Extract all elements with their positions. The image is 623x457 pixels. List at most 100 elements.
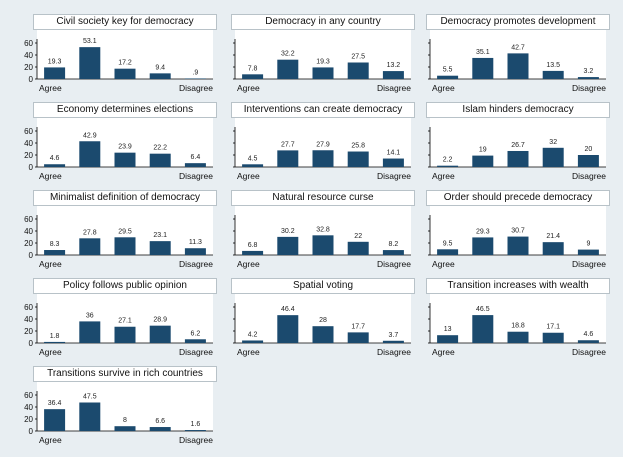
bar [507, 150, 529, 167]
bar-value-label: 2.2 [443, 157, 453, 164]
bar-value-label: 5.5 [443, 67, 453, 74]
bar [472, 155, 494, 167]
bar-value-label: 27.5 [351, 54, 365, 61]
chart-panel: Economy determines elections 0 20 40 60 4.6 42… [24, 102, 217, 190]
bar [577, 340, 599, 343]
bar-value-label: 53.1 [83, 38, 97, 45]
bar [472, 57, 494, 79]
bar-value-label: 6.4 [191, 154, 201, 161]
bar [242, 250, 264, 255]
bar-value-label: 19.3 [48, 58, 62, 65]
chart-panel: Transition increases with wealth 13 46.5 18… [426, 278, 610, 366]
panel-title: Spatial voting [231, 278, 415, 294]
bar [277, 315, 299, 343]
x-category-label: Agree [432, 347, 455, 357]
bar [149, 325, 171, 343]
x-category-label: Disagree [179, 83, 213, 93]
x-category-label: Disagree [572, 171, 606, 181]
y-tick-label: 20 [24, 415, 33, 424]
bar [114, 237, 136, 255]
bar [79, 141, 101, 167]
bar [312, 326, 334, 343]
y-tick-label: 20 [24, 151, 33, 160]
y-tick-label: 40 [24, 227, 33, 236]
bar-value-label: 8.3 [50, 241, 60, 248]
bar-value-label: 22.2 [153, 145, 167, 152]
bar-value-label: 23.9 [118, 144, 132, 151]
bar-value-label: 19 [479, 147, 487, 154]
bar-value-label: 7.8 [248, 65, 258, 72]
bar-value-label: 6.8 [248, 242, 258, 249]
panel-title: Natural resource curse [231, 190, 415, 206]
bar-value-label: 21.4 [546, 233, 560, 240]
bar [242, 74, 264, 79]
bar [149, 73, 171, 79]
x-category-label: Disagree [572, 259, 606, 269]
bar-value-label: 23.1 [153, 232, 167, 239]
bar [542, 70, 564, 79]
x-category-label: Agree [432, 259, 455, 269]
chart-panel: Interventions can create democracy 4.5 27.… [231, 102, 415, 190]
y-tick-label: 60 [24, 127, 33, 136]
y-tick-label: 40 [24, 139, 33, 148]
bar-value-label: 27.7 [281, 141, 295, 148]
bar [542, 242, 564, 255]
bar [382, 158, 404, 167]
bar [542, 147, 564, 167]
bar-plot: 0 20 40 60 8.3 27.8 29.5 23.1 11.3 Agree Disagree [24, 206, 213, 269]
x-category-label: Agree [39, 83, 62, 93]
bar [437, 75, 459, 79]
bar-value-label: 29.3 [476, 228, 490, 235]
bar-plot: 13 46.5 18.8 17.1 4.6 Agree Disagree [428, 294, 606, 357]
bar [472, 237, 494, 255]
y-tick-label: 40 [24, 403, 33, 412]
bar [542, 332, 564, 343]
x-category-label: Disagree [377, 347, 411, 357]
bar-plot: 0 20 40 60 36.4 47.5 8 6.6 1.6 Agree Disagree [24, 382, 213, 445]
x-category-label: Disagree [179, 347, 213, 357]
x-category-label: Disagree [377, 259, 411, 269]
x-category-label: Agree [237, 83, 260, 93]
bar-value-label: 30.2 [281, 228, 295, 235]
bar [382, 340, 404, 343]
bar-plot: 9.5 29.3 30.7 21.4 9 Agree Disagree [428, 206, 606, 269]
x-category-label: Agree [39, 435, 62, 445]
bar-value-label: 9.4 [155, 64, 165, 71]
bar [184, 248, 206, 255]
panel-title: Transitions survive in rich countries [33, 366, 217, 382]
bar [149, 153, 171, 167]
chart-panel: Democracy promotes development 5.5 35.1 42.… [426, 14, 610, 102]
bar [312, 67, 334, 79]
bar-plot: 0 20 40 60 19.3 53.1 17.2 9.4 .9 Agree Disagree [24, 30, 213, 93]
bar-plot: 5.5 35.1 42.7 13.5 3.2 Agree Disagree [428, 30, 606, 93]
y-tick-label: 0 [29, 251, 34, 260]
bar-value-label: 42.7 [511, 44, 525, 51]
bar [114, 426, 136, 431]
bar-plot: 6.8 30.2 32.8 22 8.2 Agree Disagree [233, 206, 411, 269]
chart-panel: Civil society key for democracy 0 20 40 60 19… [24, 14, 217, 102]
bar [347, 151, 369, 167]
bar-plot: 4.5 27.7 27.9 25.8 14.1 Agree Disagree [233, 118, 411, 181]
bar-value-label: 36 [86, 312, 94, 319]
y-tick-label: 60 [24, 215, 33, 224]
bar-value-label: 13.2 [387, 62, 401, 69]
bar [242, 164, 264, 167]
panel-title: Order should precede democracy [426, 190, 610, 206]
bar-value-label: 14.1 [387, 150, 401, 157]
x-category-label: Agree [39, 347, 62, 357]
bar [382, 71, 404, 79]
bar-value-label: 13.5 [546, 62, 560, 69]
bar [44, 67, 66, 79]
bar [312, 235, 334, 255]
bar-value-label: 17.2 [118, 60, 132, 67]
bar [79, 47, 101, 79]
x-category-label: Agree [237, 171, 260, 181]
chart-panel: Transitions survive in rich countries 0 20… [24, 366, 217, 454]
x-category-label: Disagree [377, 83, 411, 93]
x-category-label: Disagree [179, 171, 213, 181]
bar [472, 315, 494, 343]
bar-value-label: 19.3 [316, 58, 330, 65]
bar-value-label: 26.7 [511, 142, 525, 149]
bar-plot: 7.8 32.2 19.3 27.5 13.2 Agree Disagree [233, 30, 411, 93]
panel-title: Minimalist definition of democracy [33, 190, 217, 206]
